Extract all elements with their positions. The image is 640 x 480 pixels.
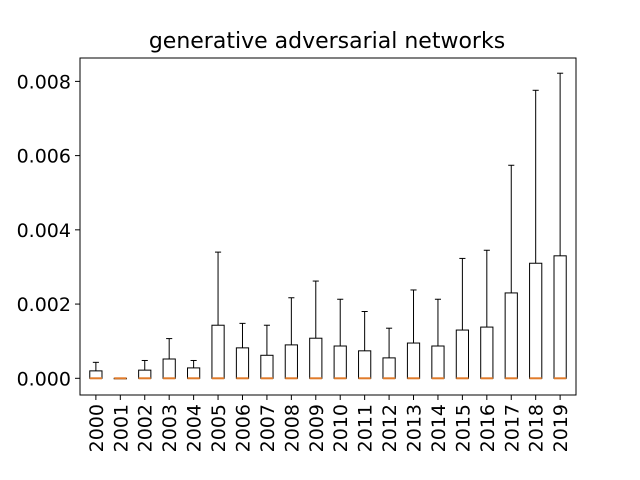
x-tick-label: 2013 — [404, 404, 426, 452]
y-tick-label: 0.008 — [17, 71, 71, 93]
box-iqr — [455, 329, 469, 379]
box-2003 — [162, 338, 176, 380]
plot-area — [89, 72, 567, 380]
box-2008 — [284, 297, 298, 380]
box-2012 — [382, 327, 396, 380]
x-tick-label: 2014 — [428, 404, 450, 452]
x-tick-label: 2017 — [501, 404, 523, 452]
y-tick-label: 0.002 — [17, 294, 71, 316]
box-2015 — [455, 257, 469, 380]
box-2007 — [260, 324, 274, 380]
box-2013 — [406, 289, 421, 380]
box-iqr — [284, 344, 298, 379]
y-tick-label: 0.000 — [17, 368, 71, 390]
box-2018 — [529, 89, 543, 380]
box-iqr — [504, 292, 518, 379]
x-tick-label: 2004 — [184, 404, 206, 452]
x-tick-label: 2000 — [86, 404, 108, 452]
box-2016 — [480, 249, 494, 380]
box-iqr — [431, 345, 445, 379]
box-2011 — [358, 310, 372, 380]
box-iqr — [358, 350, 372, 379]
y-tick-label: 0.006 — [17, 146, 71, 168]
x-axis: 2000 2001 2002 2003 2004 2005 2006 2007 2008 2009… — [86, 395, 572, 452]
x-tick-label: 2011 — [355, 404, 377, 452]
box-2014 — [431, 298, 445, 380]
box-iqr — [529, 262, 543, 379]
box-iqr — [187, 367, 201, 379]
box-2000 — [89, 361, 103, 380]
box-2010 — [333, 298, 347, 380]
box-iqr — [260, 354, 274, 379]
box-iqr — [480, 326, 494, 379]
x-tick-label: 2010 — [330, 404, 352, 452]
x-tick-label: 2018 — [526, 404, 548, 452]
box-2004 — [187, 359, 201, 380]
chart-title: generative adversarial networks — [149, 29, 505, 54]
box-2005 — [211, 251, 225, 380]
box-iqr — [162, 358, 176, 379]
x-tick-label: 2001 — [110, 404, 132, 452]
box-2006 — [235, 322, 250, 380]
x-tick-label: 2007 — [257, 404, 279, 452]
x-tick-label: 2019 — [550, 404, 572, 452]
box-2001 — [113, 377, 127, 380]
x-tick-label: 2003 — [159, 404, 181, 452]
y-axis: 0.000 0.002 0.004 0.006 0.008 — [17, 71, 80, 390]
box-iqr — [309, 337, 323, 379]
box-2002 — [138, 359, 152, 380]
box-iqr — [333, 345, 347, 379]
box-iqr — [211, 324, 225, 379]
box-iqr — [382, 357, 396, 379]
x-tick-label: 2005 — [208, 404, 230, 452]
y-tick-label: 0.004 — [17, 220, 71, 242]
box-iqr — [235, 347, 250, 379]
box-iqr — [553, 255, 567, 379]
box-2019 — [553, 72, 567, 380]
axes-frame — [79, 57, 577, 396]
x-tick-label: 2008 — [281, 404, 303, 452]
x-tick-label: 2009 — [306, 404, 328, 452]
box-iqr — [138, 369, 152, 379]
box-2017 — [504, 164, 518, 380]
x-tick-label: 2015 — [452, 404, 474, 452]
box-iqr — [406, 342, 421, 379]
x-tick-label: 2016 — [477, 404, 499, 452]
x-tick-label: 2006 — [232, 404, 254, 452]
x-tick-label: 2012 — [379, 404, 401, 452]
box-iqr — [89, 370, 103, 379]
box-2009 — [309, 280, 323, 380]
x-tick-label: 2002 — [135, 404, 157, 452]
